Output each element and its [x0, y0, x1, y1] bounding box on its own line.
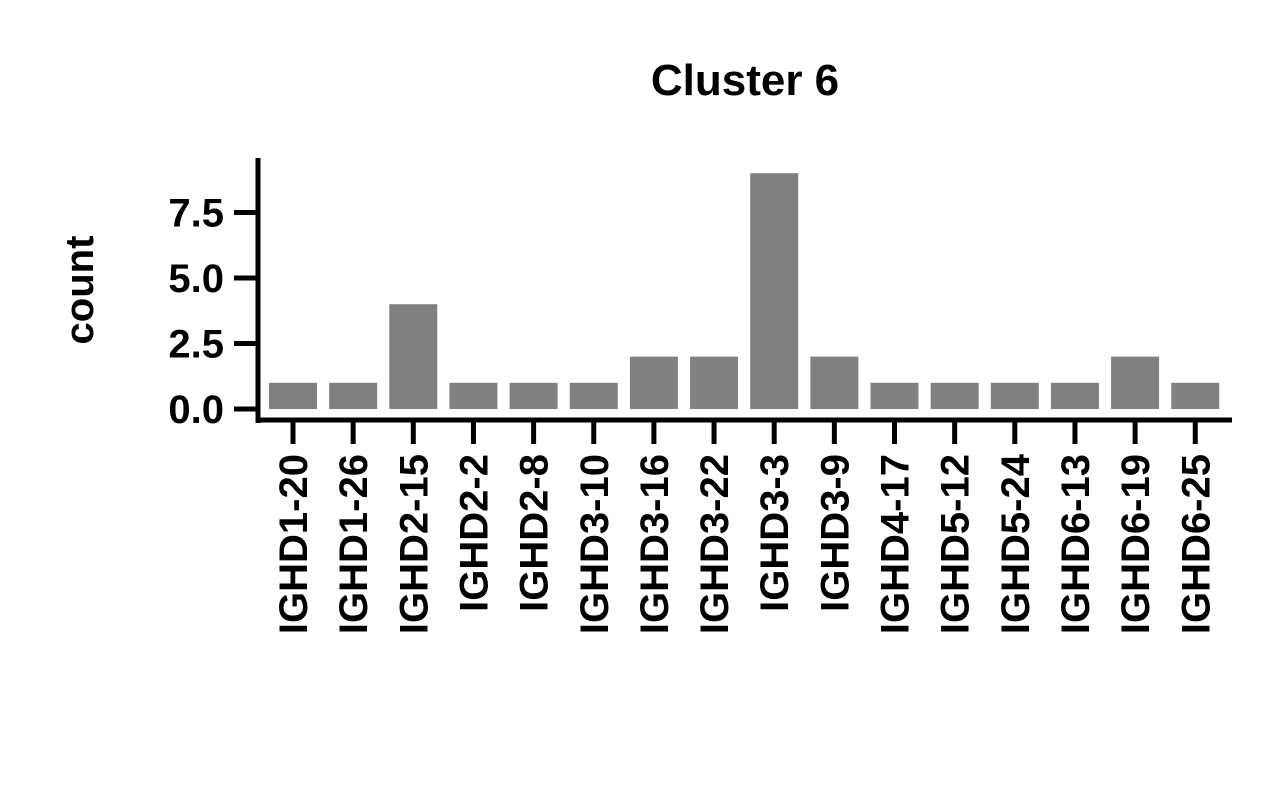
- y-tick-label: 0.0: [168, 388, 224, 432]
- x-tick-label: IGHD2-15: [392, 454, 436, 634]
- bar-ighd3-22: [690, 356, 739, 409]
- x-tick-label: IGHD3-10: [573, 454, 617, 634]
- x-ticks-group: IGHD1-20 IGHD1-26 IGHD2-15 IGHD2-2 IGHD2-8 IG…: [272, 420, 1218, 634]
- bar-ighd5-12: [930, 382, 979, 409]
- x-tick-label: IGHD2-8: [513, 454, 557, 612]
- chart-title: Cluster 6: [651, 56, 839, 105]
- x-tick-label: IGHD3-22: [693, 454, 737, 634]
- bar-ighd2-8: [509, 382, 558, 409]
- x-tick-label: IGHD4-17: [874, 454, 918, 634]
- bar-ighd3-10: [569, 382, 618, 409]
- x-tick-label: IGHD3-3: [753, 454, 797, 612]
- bars-group: [269, 173, 1220, 409]
- bar-ighd5-24: [990, 382, 1039, 409]
- x-tick-label: IGHD3-9: [813, 454, 857, 612]
- bar-ighd2-2: [449, 382, 498, 409]
- bar-ighd6-25: [1171, 382, 1220, 409]
- x-tick-label: IGHD2-2: [452, 454, 496, 612]
- x-tick-label: IGHD1-26: [332, 454, 376, 634]
- bar-ighd6-13: [1050, 382, 1099, 409]
- bar-ighd3-3: [750, 173, 799, 409]
- x-tick-label: IGHD6-19: [1114, 454, 1158, 634]
- y-ticks-group: 0.0 2.5 5.0 7.5: [168, 192, 258, 432]
- x-tick-label: IGHD6-25: [1174, 454, 1218, 634]
- bar-ighd3-9: [810, 356, 859, 409]
- x-tick-label: IGHD3-16: [633, 454, 677, 634]
- bar-ighd1-26: [329, 382, 378, 409]
- x-tick-label: IGHD6-13: [1054, 454, 1098, 634]
- bar-ighd2-15: [389, 304, 438, 409]
- x-tick-label: IGHD1-20: [272, 454, 316, 634]
- bar-ighd4-17: [870, 382, 919, 409]
- bar-ighd3-16: [629, 356, 678, 409]
- x-tick-label: IGHD5-12: [934, 454, 978, 634]
- y-tick-label: 7.5: [168, 192, 224, 236]
- y-axis-label: count: [58, 236, 102, 345]
- bar-ighd6-19: [1111, 356, 1160, 409]
- y-tick-label: 2.5: [168, 323, 224, 367]
- y-tick-label: 5.0: [168, 257, 224, 301]
- x-tick-label: IGHD5-24: [994, 453, 1038, 634]
- bar-ighd1-20: [269, 382, 317, 409]
